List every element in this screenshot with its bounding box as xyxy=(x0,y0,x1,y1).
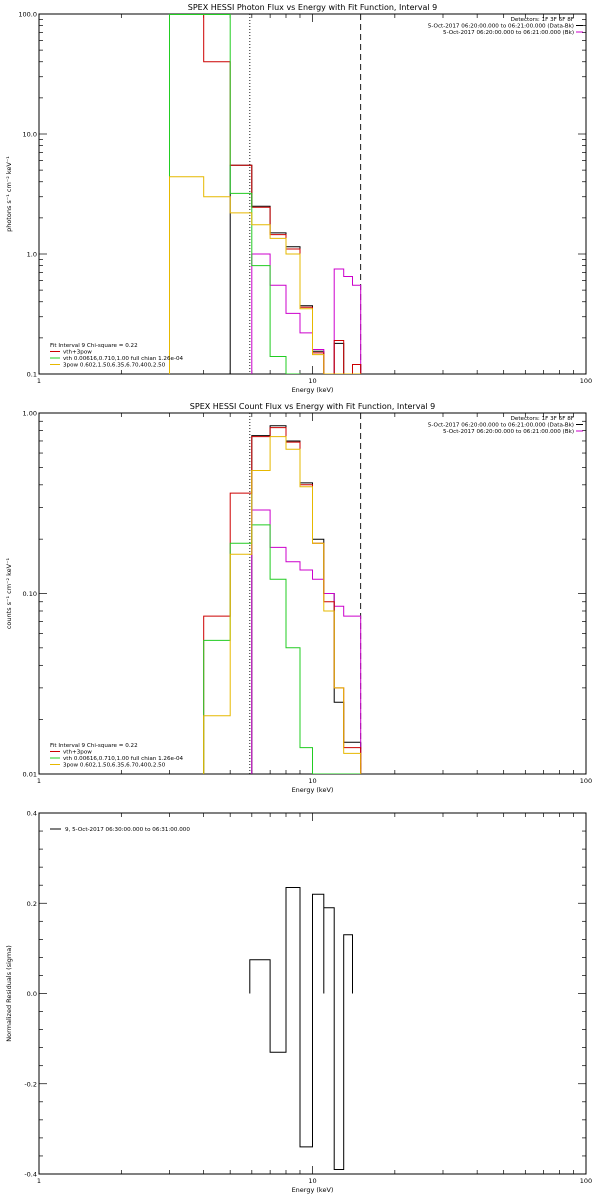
legend-entry-3: 3pow 0.602,1.50,6.35,6.70,400,2.50 xyxy=(63,363,166,369)
x-tick-label: 10 xyxy=(308,777,316,785)
x-tick-label: 10 xyxy=(308,377,316,385)
series-bk xyxy=(251,509,362,774)
y-axis-label: Normalized Residuals (sigma) xyxy=(5,945,13,1042)
panel-3: 1 10 100 Energy (keV) -0.4 -0.2 0.0 0.2 0.4 Norma… xyxy=(5,810,592,1195)
x-tick-label: 1 xyxy=(37,377,41,385)
x-tick-label: 100 xyxy=(580,777,592,785)
legend-entry-1: vth+3pow xyxy=(63,750,92,756)
series-3pow xyxy=(203,436,362,774)
y-axis-label: counts s⁻¹ cm⁻² keV⁻¹ xyxy=(5,557,13,629)
header-line-1: Detectors: 1F 3F 6F 8F xyxy=(511,17,574,23)
chart-title: SPEX HESSI Photon Flux vs Energy with Fi… xyxy=(188,3,438,12)
legend-entry-3: 3pow 0.602,1.50,6.35,6.70,400,2.50 xyxy=(63,763,166,769)
series-data-bk xyxy=(251,425,362,774)
data-area xyxy=(169,14,362,374)
data-area xyxy=(203,425,362,774)
panel-1: SPEX HESSI Photon Flux vs Energy with Fi… xyxy=(5,3,592,394)
legend-entry-2: vth 0.00616,0.710,1.00 full chian 1.26e-… xyxy=(63,756,184,762)
y-tick-label: -0.2 xyxy=(24,1080,37,1088)
y-tick-label: 100.0 xyxy=(18,11,37,19)
series-vth xyxy=(203,524,362,774)
y-tick-label: -0.4 xyxy=(24,1171,37,1179)
fit-info: Fit Interval 9 Chi-square = 0.22 xyxy=(50,343,138,349)
y-tick-label: 0.0 xyxy=(27,990,37,998)
x-tick-label: 1 xyxy=(37,777,41,785)
legend-entry: 9, 5-Oct-2017 06:30:00.000 to 06:31:00.0… xyxy=(65,827,190,833)
header-line-2: 5-Oct-2017 06:20:00.000 to 06:21:00.000 … xyxy=(428,24,574,30)
y-tick-label: 0.01 xyxy=(23,771,37,779)
series-vth-3pow xyxy=(169,14,362,374)
x-tick-label: 100 xyxy=(580,377,592,385)
x-tick-label: 1 xyxy=(37,1177,41,1185)
series-vth xyxy=(169,14,301,374)
data-area xyxy=(249,887,353,1170)
fit-info: Fit Interval 9 Chi-square = 0.22 xyxy=(50,743,138,749)
y-axis-label: photons s⁻¹ cm⁻² keV⁻¹ xyxy=(5,156,13,232)
x-axis-label: Energy (keV) xyxy=(292,386,334,394)
header-line-1: Detectors: 1F 3F 6F 8F xyxy=(511,416,574,422)
series-vth-3pow xyxy=(203,427,362,774)
header-line-3: 5-Oct-2017 06:20:00.000 to 06:21:00.000 … xyxy=(443,30,574,36)
y-tick-label: 0.2 xyxy=(27,900,37,908)
x-axis-label: Energy (keV) xyxy=(292,1186,334,1194)
header-line-3: 5-Oct-2017 06:20:00.000 to 06:21:00.000 … xyxy=(443,429,574,435)
series-9-5-oct-2017-06-30-00-000-to-06-31-00-000 xyxy=(249,887,353,1170)
y-tick-label: 1.00 xyxy=(23,410,37,418)
y-tick-label: 0.4 xyxy=(27,810,37,818)
plot-frame xyxy=(38,412,587,775)
y-tick-label: 0.10 xyxy=(23,590,37,598)
legend-entry-1: vth+3pow xyxy=(63,350,92,356)
series-bk xyxy=(251,253,362,374)
x-tick-label: 100 xyxy=(580,1177,592,1185)
series-3pow xyxy=(169,176,362,374)
y-tick-label: 10.0 xyxy=(23,131,37,139)
x-tick-label: 10 xyxy=(308,1177,316,1185)
panel-2: SPEX HESSI Count Flux vs Energy with Fit… xyxy=(5,402,592,794)
header-line-2: 5-Oct-2017 06:20:00.000 to 06:21:00.000 … xyxy=(428,423,574,429)
y-tick-label: 0.1 xyxy=(27,371,37,379)
x-axis-label: Energy (keV) xyxy=(292,786,334,794)
chart-title: SPEX HESSI Count Flux vs Energy with Fit… xyxy=(190,402,435,411)
y-tick-label: 1.0 xyxy=(27,251,37,259)
legend-entry-2: vth 0.00616,0.710,1.00 full chian 1.26e-… xyxy=(63,356,184,362)
